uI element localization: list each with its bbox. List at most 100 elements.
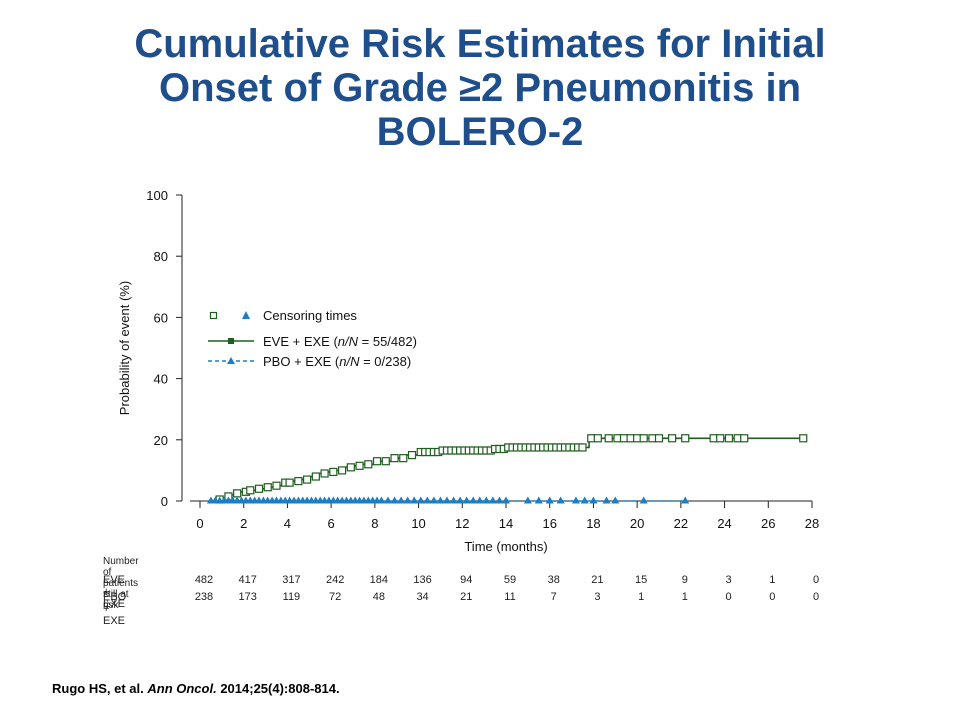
x-tick-label: 10: [411, 516, 425, 531]
x-tick-label: 14: [499, 516, 513, 531]
censor-mark-eve: [639, 434, 648, 443]
legend-entry-suffix: = 55/482): [358, 334, 417, 349]
censor-mark-eve: [381, 457, 390, 466]
at-risk-value: 0: [812, 591, 820, 603]
censor-mark-pbo: [534, 496, 543, 504]
censor-mark-eve: [272, 481, 281, 490]
censor-mark-pbo: [475, 496, 484, 504]
at-risk-value: 242: [325, 574, 345, 586]
censor-mark-eve: [294, 477, 303, 486]
censor-mark-pbo: [429, 496, 438, 504]
censor-mark-eve: [633, 434, 642, 443]
x-tick-label: 0: [196, 516, 203, 531]
legend-marker-pbo: [227, 357, 235, 364]
x-tick-label: 16: [542, 516, 556, 531]
at-risk-value: 0: [725, 591, 732, 603]
at-risk-value: 417: [238, 574, 257, 586]
censor-mark-pbo: [571, 496, 580, 504]
censor-mark-pbo: [556, 496, 565, 504]
at-risk-value: 94: [460, 574, 473, 586]
censor-mark-eve: [578, 443, 587, 452]
y-tick-label: 100: [146, 188, 168, 203]
at-risk-value: 0: [769, 591, 776, 603]
x-tick-label: 26: [761, 516, 775, 531]
censor-mark-eve: [303, 475, 312, 484]
at-risk-header: Number of patients still at risk: [103, 556, 139, 611]
censor-mark-eve: [329, 467, 338, 477]
censor-mark-eve: [337, 466, 347, 475]
censor-mark-eve: [587, 434, 596, 443]
at-risk-value: 11: [504, 591, 516, 603]
censor-mark-pbo: [456, 496, 465, 504]
slide-title: Cumulative Risk Estimates for Initial On…: [100, 22, 860, 154]
at-risk-value: 173: [238, 591, 257, 603]
x-tick-label: 22: [674, 516, 688, 531]
censor-mark-eve: [740, 434, 749, 443]
censor-mark-pbo: [523, 496, 532, 504]
censor-mark-pbo: [469, 496, 478, 504]
censor-mark-pbo: [377, 496, 386, 504]
at-risk-value: 72: [329, 591, 342, 603]
legend-entry-prefix: EVE + EXE (: [263, 334, 338, 349]
at-risk-value: 184: [369, 574, 389, 586]
censor-mark-eve: [263, 483, 272, 492]
y-tick-label: 20: [154, 433, 168, 448]
censor-mark-pbo: [410, 496, 419, 504]
x-tick-label: 28: [805, 516, 819, 531]
x-tick-label: 8: [371, 516, 378, 531]
legend-marker-eve: [228, 338, 234, 344]
legend-entry-italic: n/N: [339, 354, 360, 369]
censor-mark-pbo: [416, 496, 425, 504]
x-tick-label: 12: [455, 516, 469, 531]
at-risk-value: 0: [812, 574, 820, 586]
y-axis-label: Probability of event (%): [117, 281, 132, 415]
censor-mark-eve: [320, 469, 329, 478]
censor-mark-eve: [407, 451, 417, 460]
censor-mark-pbo: [611, 496, 620, 504]
legend-censor-triangle-icon: [242, 311, 250, 319]
at-risk-value: 238: [194, 591, 214, 603]
at-risk-row-label: PBO + EXE: [103, 591, 127, 627]
citation-journal: Ann Oncol.: [147, 681, 217, 696]
censor-mark-eve: [346, 463, 355, 472]
censor-mark-eve: [311, 472, 320, 481]
censor-mark-pbo: [423, 496, 432, 504]
censor-mark-eve: [254, 484, 264, 493]
censor-mark-eve: [668, 434, 677, 443]
at-risk-value: 1: [769, 574, 776, 586]
y-tick-label: 0: [161, 494, 168, 509]
censor-mark-pbo: [403, 496, 412, 504]
censor-mark-pbo: [449, 496, 458, 504]
y-tick-label: 60: [154, 310, 168, 325]
title-line-1: Cumulative Risk Estimates for Initial: [134, 22, 826, 66]
censor-mark-pbo: [681, 496, 690, 504]
censor-mark-pbo: [390, 496, 399, 504]
at-risk-value: 3: [725, 574, 732, 586]
at-risk-value: 7: [550, 591, 557, 603]
censor-mark-pbo: [436, 496, 445, 504]
censor-mark-eve: [799, 434, 808, 443]
x-tick-label: 20: [630, 516, 644, 531]
censor-mark-eve: [613, 434, 622, 443]
at-risk-value: 136: [413, 574, 432, 586]
censor-mark-eve: [724, 434, 734, 443]
at-risk-value: 3: [594, 591, 601, 603]
at-risk-value: 119: [282, 591, 301, 603]
censor-mark-eve: [364, 460, 373, 469]
at-risk-value: 21: [460, 591, 473, 603]
censor-mark-eve: [733, 434, 742, 443]
x-tick-label: 4: [284, 516, 291, 531]
censor-mark-pbo: [589, 496, 598, 504]
x-axis-label: Time (months): [464, 539, 547, 554]
at-risk-value: 9: [681, 574, 688, 586]
censor-mark-pbo: [488, 496, 497, 504]
citation: Rugo HS, et al. Ann Oncol. 2014;25(4):80…: [52, 681, 340, 696]
at-risk-value: 48: [372, 591, 385, 603]
title-line-3: BOLERO-2: [376, 110, 584, 154]
censor-mark-eve: [399, 454, 408, 463]
censor-mark-eve: [716, 434, 725, 443]
at-risk-value: 21: [591, 574, 604, 586]
censor-mark-eve: [648, 434, 657, 443]
x-tick-label: 24: [717, 516, 731, 531]
